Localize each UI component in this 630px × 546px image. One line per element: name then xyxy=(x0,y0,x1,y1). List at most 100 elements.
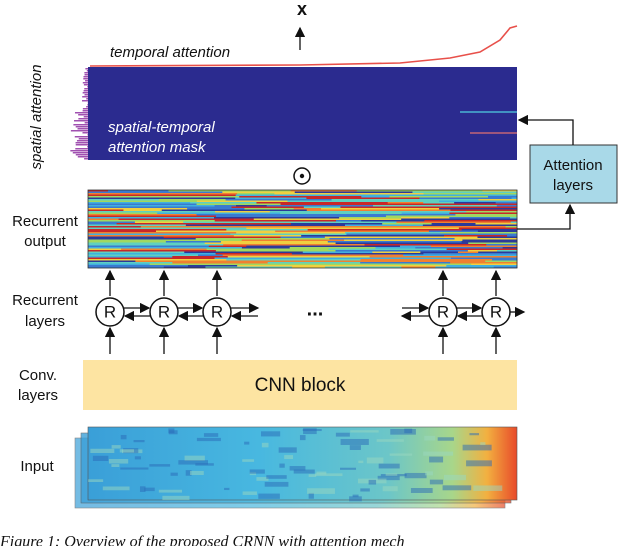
patch xyxy=(249,469,265,474)
stripe xyxy=(244,208,295,210)
stripe xyxy=(478,199,518,201)
stripe xyxy=(502,247,518,249)
patch xyxy=(120,467,149,470)
stripe xyxy=(421,233,518,236)
patch xyxy=(264,481,289,487)
stripe xyxy=(446,265,518,267)
bar xyxy=(75,142,88,144)
stripe xyxy=(446,248,518,251)
patch xyxy=(378,463,400,469)
patch xyxy=(119,449,135,453)
stripe xyxy=(231,206,305,209)
patch xyxy=(244,441,250,445)
stripe xyxy=(215,211,271,213)
patch xyxy=(360,488,370,492)
stripe xyxy=(470,206,494,209)
stripe xyxy=(510,221,518,224)
patch xyxy=(258,493,280,499)
stripe xyxy=(88,233,231,236)
bar xyxy=(86,106,88,108)
stripe xyxy=(88,239,243,242)
stripe xyxy=(280,236,326,239)
stripe xyxy=(306,209,451,212)
bar xyxy=(74,112,88,114)
row-label: Recurrent xyxy=(12,292,79,309)
stripe xyxy=(389,196,489,198)
arrow xyxy=(517,114,574,145)
stripe xyxy=(230,233,347,236)
stripe xyxy=(253,218,402,221)
stripe xyxy=(108,190,170,192)
bar xyxy=(75,144,88,146)
bar xyxy=(87,134,88,136)
stripe xyxy=(214,220,337,222)
odot xyxy=(299,173,305,179)
row-label: output xyxy=(24,233,67,250)
stripe xyxy=(88,248,122,251)
patch xyxy=(203,433,219,437)
patch xyxy=(133,440,145,443)
stripe xyxy=(88,247,243,249)
stripe xyxy=(462,239,518,242)
bar xyxy=(87,146,88,148)
bar xyxy=(82,100,88,102)
patch xyxy=(385,473,398,476)
stripe xyxy=(307,229,463,231)
stripe xyxy=(403,254,518,257)
stripe xyxy=(454,238,518,240)
stripe xyxy=(163,266,206,269)
bar xyxy=(83,78,88,80)
stripe xyxy=(461,229,518,231)
bar xyxy=(86,98,88,100)
stripe xyxy=(324,266,402,269)
stripe xyxy=(467,250,498,252)
stripe xyxy=(88,218,120,221)
stripe xyxy=(155,230,276,233)
stripe xyxy=(344,224,424,227)
stripe xyxy=(267,262,361,264)
bar xyxy=(75,126,88,128)
stripe xyxy=(291,253,424,255)
row-label: Input xyxy=(20,458,54,475)
stripe xyxy=(88,257,215,260)
recurrent-unit-label: R xyxy=(104,302,116,321)
stripe xyxy=(303,265,447,267)
stripe xyxy=(303,206,341,209)
patch xyxy=(242,491,257,495)
patch xyxy=(462,444,492,451)
stripe xyxy=(450,209,518,212)
temporal-attention-label: temporal attention xyxy=(110,44,230,61)
stripe xyxy=(241,247,291,249)
stripe xyxy=(88,263,151,266)
stripe xyxy=(233,235,302,237)
stripe xyxy=(88,256,173,258)
stripe xyxy=(88,236,165,239)
stripe xyxy=(196,203,282,206)
stripe xyxy=(340,206,362,209)
patch xyxy=(307,488,335,494)
row-label: layers xyxy=(18,387,58,404)
bar xyxy=(83,116,88,118)
bar xyxy=(84,158,88,160)
stripe xyxy=(246,227,347,230)
stripe xyxy=(360,259,493,261)
stripe xyxy=(88,224,187,227)
stripe xyxy=(488,196,518,198)
stripe xyxy=(290,190,358,192)
stripe xyxy=(161,209,308,212)
stripe xyxy=(468,242,518,245)
row-label: Conv. xyxy=(19,367,57,384)
stripe xyxy=(345,214,456,216)
stripe xyxy=(88,241,115,243)
arrow xyxy=(517,203,576,230)
patch xyxy=(404,472,427,479)
stripe xyxy=(482,190,518,192)
stripe xyxy=(255,263,408,266)
stripe xyxy=(183,221,238,224)
stripe xyxy=(339,217,402,219)
stripe xyxy=(114,241,167,243)
patch xyxy=(315,473,343,477)
stripe xyxy=(439,200,518,203)
patch xyxy=(443,474,467,481)
stripe xyxy=(159,199,227,201)
